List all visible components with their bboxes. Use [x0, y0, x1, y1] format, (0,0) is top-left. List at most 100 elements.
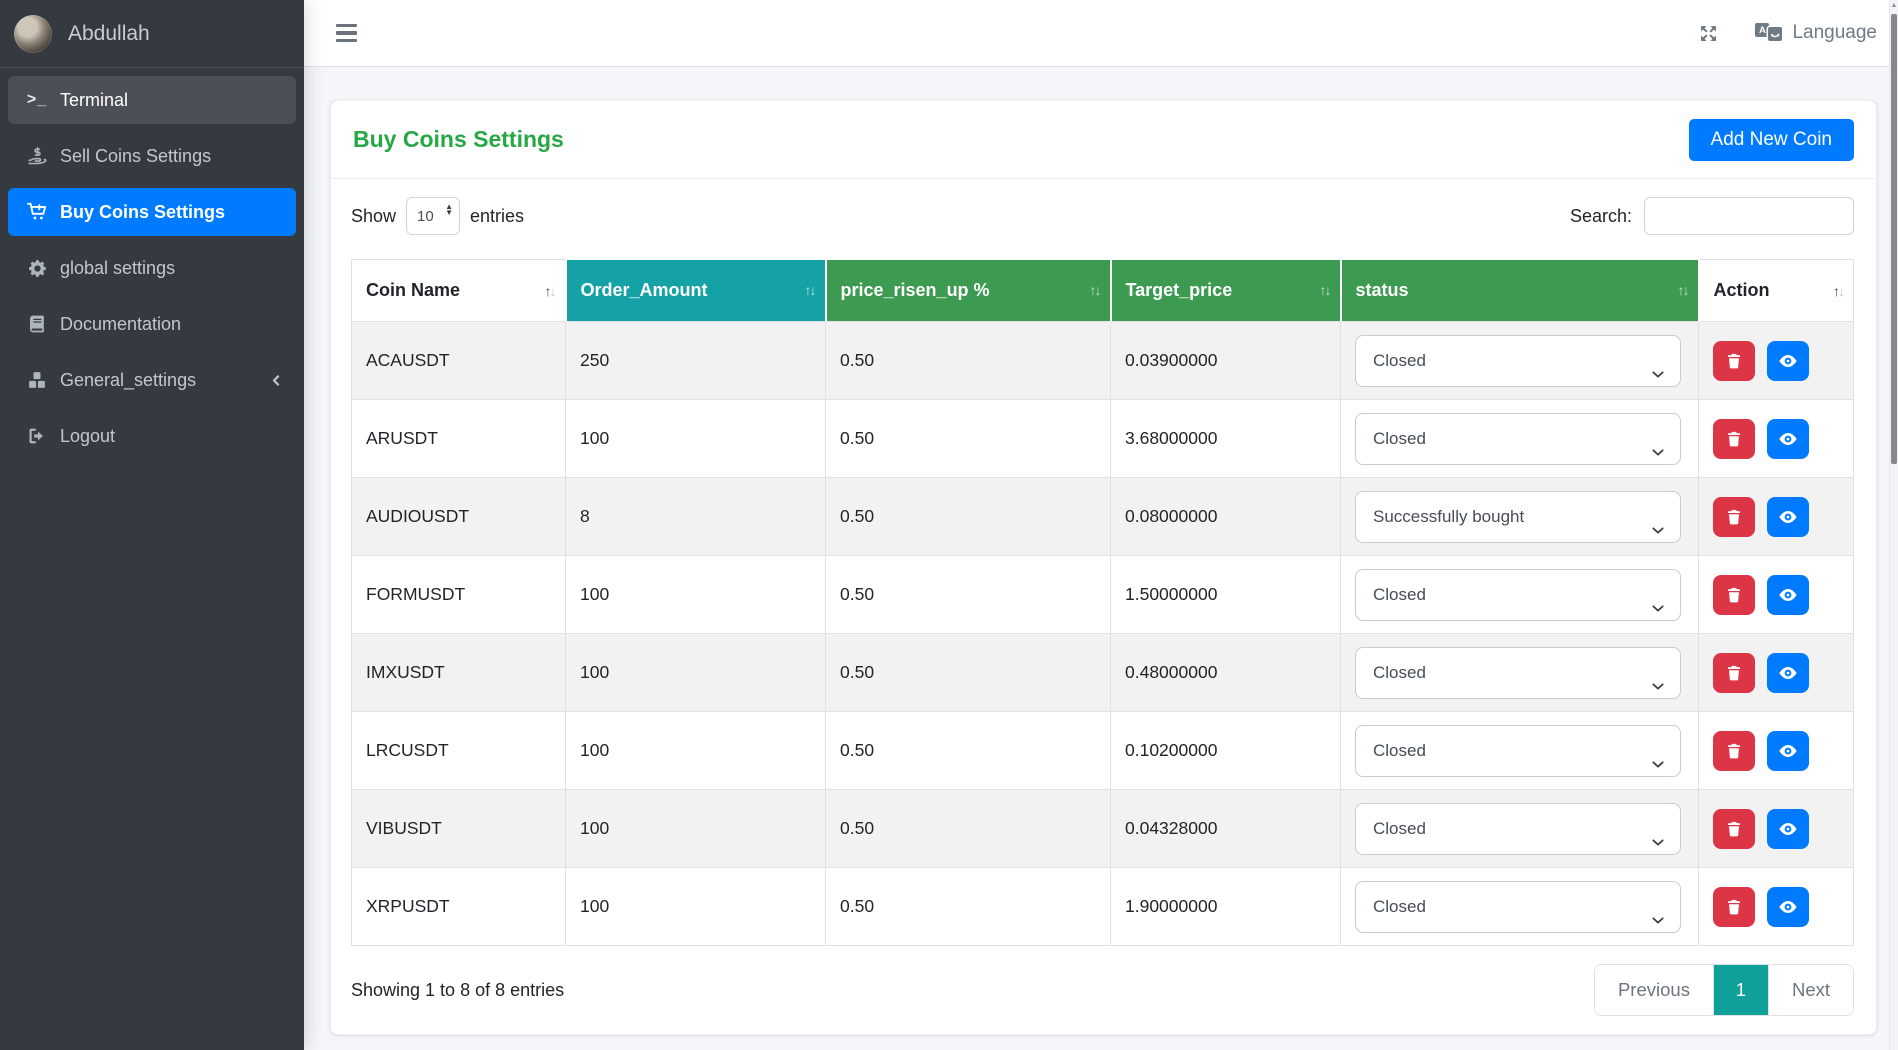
- price-risen-up-cell: 0.50: [825, 399, 1111, 478]
- sidebar-item-terminal[interactable]: >_ Terminal: [8, 76, 296, 124]
- fullscreen-expand-icon[interactable]: [1698, 23, 1719, 44]
- buy-coins-card: Buy Coins Settings Add New Coin Show 10 …: [330, 100, 1877, 1035]
- sidebar-item-label: Terminal: [60, 89, 129, 110]
- table-footer: Showing 1 to 8 of 8 entries Previous 1 N…: [351, 964, 1854, 1016]
- sidebar: Abdullah >_ Terminal Sell Coins Settings: [0, 0, 304, 1050]
- status-select[interactable]: Closed: [1355, 334, 1681, 387]
- eye-icon: [1779, 588, 1797, 601]
- card-header: Buy Coins Settings Add New Coin: [331, 101, 1876, 179]
- sort-icon: ↑↓: [804, 282, 817, 299]
- eye-icon: [1779, 432, 1797, 445]
- status-select[interactable]: Closed: [1355, 412, 1681, 465]
- delete-button[interactable]: [1713, 730, 1755, 771]
- page-title: Buy Coins Settings: [353, 126, 564, 152]
- price-risen-up-cell: 0.50: [825, 633, 1111, 712]
- delete-button[interactable]: [1713, 886, 1755, 927]
- scrollbar-up-arrow[interactable]: ▲: [1890, 2, 1898, 9]
- search-control: Search:: [1570, 197, 1854, 235]
- search-input[interactable]: [1644, 197, 1854, 235]
- coin-name-cell: FORMUSDT: [351, 555, 566, 634]
- column-header-target-price[interactable]: Target_price ↑↓: [1109, 259, 1342, 322]
- gear-icon: [20, 258, 54, 279]
- pagination-current-page[interactable]: 1: [1713, 965, 1768, 1015]
- status-select[interactable]: Closed: [1355, 880, 1681, 933]
- page-length-control: Show 10 ▲ ▼ entries: [351, 197, 524, 235]
- status-select[interactable]: Closed: [1355, 646, 1681, 699]
- entries-info-text: Showing 1 to 8 of 8 entries: [351, 979, 565, 1000]
- status-cell: Closed: [1340, 711, 1699, 790]
- sidebar-toggle-hamburger-icon[interactable]: [334, 20, 359, 46]
- target-price-cell: 0.04328000: [1110, 789, 1341, 868]
- coin-name-cell: XRPUSDT: [351, 867, 566, 946]
- view-button[interactable]: [1766, 418, 1809, 459]
- logout-icon: [20, 426, 54, 446]
- column-header-order-amount[interactable]: Order_Amount ↑↓: [564, 259, 827, 322]
- content: Buy Coins Settings Add New Coin Show 10 …: [304, 67, 1898, 1050]
- card-body: Show 10 ▲ ▼ entries Search:: [331, 179, 1876, 1036]
- scrollbar-thumb[interactable]: [1891, 14, 1897, 464]
- view-button[interactable]: [1766, 652, 1809, 693]
- hand-dollar-icon: [20, 146, 54, 167]
- sidebar-item-global-settings[interactable]: global settings: [8, 244, 296, 292]
- trash-icon: [1728, 587, 1740, 602]
- delete-button[interactable]: [1713, 340, 1755, 381]
- delete-button[interactable]: [1713, 574, 1755, 615]
- order-amount-cell: 250: [565, 321, 826, 400]
- view-button[interactable]: [1766, 808, 1809, 849]
- user-panel[interactable]: Abdullah: [0, 0, 304, 68]
- sidebar-item-label: global settings: [60, 257, 176, 278]
- view-button[interactable]: [1766, 340, 1809, 381]
- table-header-row: Coin Name ↑↓ Order_Amount ↑↓ price_risen_u…: [351, 259, 1854, 322]
- target-price-cell: 0.48000000: [1110, 633, 1341, 712]
- sort-icon: ↑↓: [1319, 282, 1332, 299]
- view-button[interactable]: [1766, 574, 1809, 615]
- sidebar-nav: >_ Terminal Sell Coins Settings: [0, 68, 304, 476]
- user-name: Abdullah: [68, 21, 150, 45]
- table-row: IMXUSDT 100 0.50 0.48000000 Closed: [351, 633, 1854, 712]
- view-button[interactable]: [1766, 730, 1809, 771]
- trash-icon: [1728, 743, 1740, 758]
- sidebar-item-general-settings[interactable]: General_settings: [8, 356, 296, 404]
- action-cell: [1698, 633, 1854, 712]
- status-select[interactable]: Closed: [1355, 802, 1681, 855]
- table-row: AUDIOUSDT 8 0.50 0.08000000 Successfully…: [351, 477, 1854, 556]
- delete-button[interactable]: [1713, 418, 1755, 459]
- sidebar-item-logout[interactable]: Logout: [8, 412, 296, 460]
- page-length-select[interactable]: 10: [406, 197, 461, 235]
- language-label: Language: [1792, 22, 1877, 43]
- column-header-price-risen-up[interactable]: price_risen_up % ↑↓: [824, 259, 1112, 322]
- pagination: Previous 1 Next: [1593, 964, 1854, 1016]
- chevron-left-icon: [269, 373, 284, 388]
- coin-name-cell: AUDIOUSDT: [351, 477, 566, 556]
- add-new-coin-button[interactable]: Add New Coin: [1688, 118, 1854, 161]
- pagination-next-button[interactable]: Next: [1767, 965, 1853, 1015]
- order-amount-cell: 100: [565, 555, 826, 634]
- eye-icon: [1779, 354, 1797, 367]
- delete-button[interactable]: [1713, 652, 1755, 693]
- status-select[interactable]: Closed: [1355, 724, 1681, 777]
- view-button[interactable]: [1766, 496, 1809, 537]
- status-select[interactable]: Successfully bought: [1355, 490, 1681, 543]
- column-header-coin-name[interactable]: Coin Name ↑↓: [351, 259, 566, 322]
- price-risen-up-cell: 0.50: [825, 711, 1111, 790]
- trash-icon: [1728, 821, 1740, 836]
- sidebar-item-buy-coins-settings[interactable]: Buy Coins Settings: [8, 188, 296, 236]
- delete-button[interactable]: [1713, 496, 1755, 537]
- status-select[interactable]: Closed: [1355, 568, 1681, 621]
- pagination-previous-button[interactable]: Previous: [1594, 965, 1714, 1015]
- view-button[interactable]: [1766, 886, 1809, 927]
- eye-icon: [1779, 822, 1797, 835]
- column-header-status[interactable]: status ↑↓: [1339, 259, 1700, 322]
- sidebar-item-label: Buy Coins Settings: [60, 201, 226, 222]
- sidebar-item-sell-coins-settings[interactable]: Sell Coins Settings: [8, 132, 296, 180]
- delete-button[interactable]: [1713, 808, 1755, 849]
- sidebar-item-documentation[interactable]: Documentation: [8, 300, 296, 348]
- column-header-action[interactable]: Action ↑↓: [1698, 259, 1854, 322]
- order-amount-cell: 100: [565, 633, 826, 712]
- action-cell: [1698, 321, 1854, 400]
- price-risen-up-cell: 0.50: [825, 321, 1111, 400]
- target-price-cell: 3.68000000: [1110, 399, 1341, 478]
- status-cell: Closed: [1340, 867, 1699, 946]
